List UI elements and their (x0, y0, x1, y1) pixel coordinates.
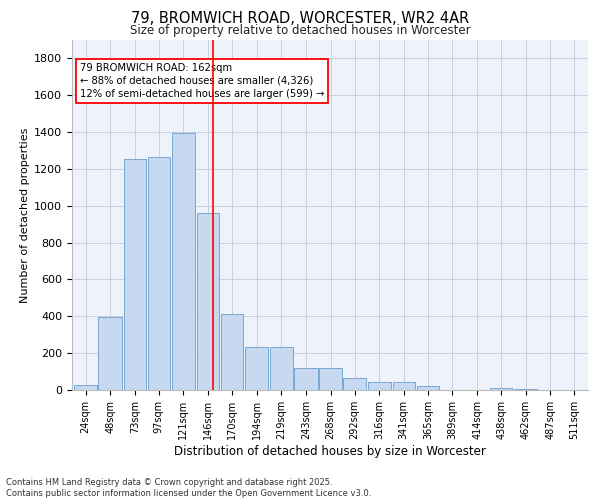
Text: Size of property relative to detached houses in Worcester: Size of property relative to detached ho… (130, 24, 470, 37)
Bar (148, 157, 170, 390)
Bar (197, 213, 219, 390)
Bar (98, 317, 122, 390)
Bar (124, 159, 146, 390)
Bar (221, 314, 244, 390)
Bar (490, 388, 512, 390)
Bar (343, 378, 366, 390)
Bar (172, 133, 195, 390)
Bar (368, 382, 391, 390)
Bar (74, 386, 97, 390)
Bar (319, 368, 342, 390)
Y-axis label: Number of detached properties: Number of detached properties (20, 128, 30, 302)
Bar (245, 346, 268, 390)
Bar (270, 346, 293, 390)
X-axis label: Distribution of detached houses by size in Worcester: Distribution of detached houses by size … (174, 444, 486, 458)
Bar (416, 386, 439, 390)
Bar (294, 368, 317, 390)
Bar (514, 389, 538, 390)
Text: 79, BROMWICH ROAD, WORCESTER, WR2 4AR: 79, BROMWICH ROAD, WORCESTER, WR2 4AR (131, 11, 469, 26)
Bar (392, 382, 415, 390)
Text: Contains HM Land Registry data © Crown copyright and database right 2025.
Contai: Contains HM Land Registry data © Crown c… (6, 478, 371, 498)
Text: 79 BROMWICH ROAD: 162sqm
← 88% of detached houses are smaller (4,326)
12% of sem: 79 BROMWICH ROAD: 162sqm ← 88% of detach… (80, 62, 324, 99)
